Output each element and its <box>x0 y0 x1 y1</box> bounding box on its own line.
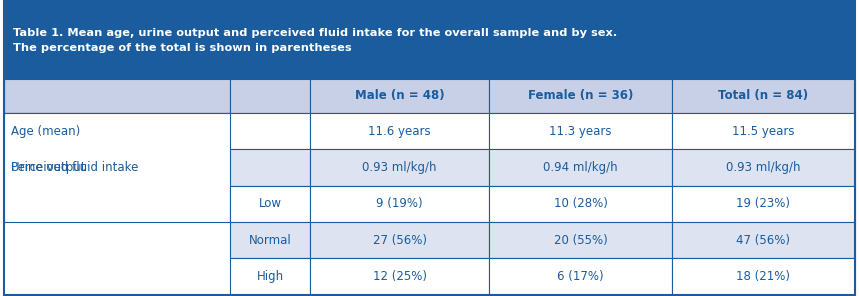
Bar <box>489 222 672 258</box>
Text: 47 (56%): 47 (56%) <box>736 234 790 247</box>
Bar <box>4 1 855 79</box>
Text: 9 (19%): 9 (19%) <box>376 197 423 210</box>
Bar <box>4 113 229 222</box>
Text: 11.3 years: 11.3 years <box>549 125 612 138</box>
Text: Female (n = 36): Female (n = 36) <box>527 89 633 102</box>
Bar <box>489 186 672 222</box>
Bar <box>672 113 855 149</box>
Text: 11.5 years: 11.5 years <box>732 125 795 138</box>
Text: Low: Low <box>259 197 282 210</box>
Text: 0.94 ml/kg/h: 0.94 ml/kg/h <box>543 161 618 174</box>
Bar <box>310 186 489 222</box>
Text: Total (n = 84): Total (n = 84) <box>718 89 808 102</box>
Text: 0.93 ml/kg/h: 0.93 ml/kg/h <box>362 161 437 174</box>
Text: Perceived fluid intake: Perceived fluid intake <box>11 161 138 174</box>
Text: 20 (55%): 20 (55%) <box>553 234 607 247</box>
Text: 11.6 years: 11.6 years <box>369 125 431 138</box>
Bar <box>672 258 855 295</box>
Bar <box>4 113 310 149</box>
Bar <box>310 79 489 113</box>
Bar <box>489 79 672 113</box>
Bar <box>229 186 310 222</box>
Bar <box>4 79 229 113</box>
Bar <box>672 149 855 186</box>
Text: 10 (28%): 10 (28%) <box>553 197 607 210</box>
Bar <box>310 113 489 149</box>
Bar <box>489 113 672 149</box>
Bar <box>672 79 855 113</box>
Bar <box>489 149 672 186</box>
Bar <box>310 149 489 186</box>
Text: 6 (17%): 6 (17%) <box>557 270 604 283</box>
Bar <box>229 222 310 258</box>
Text: 12 (25%): 12 (25%) <box>373 270 427 283</box>
Text: 0.93 ml/kg/h: 0.93 ml/kg/h <box>726 161 801 174</box>
Text: Age (mean): Age (mean) <box>11 125 81 138</box>
Bar <box>672 186 855 222</box>
Bar <box>4 149 310 186</box>
Text: 27 (56%): 27 (56%) <box>373 234 427 247</box>
Bar <box>310 258 489 295</box>
Bar <box>229 258 310 295</box>
Text: Urine output: Urine output <box>11 161 86 174</box>
Text: Table 1. Mean age, urine output and perceived fluid intake for the overall sampl: Table 1. Mean age, urine output and perc… <box>13 28 617 52</box>
Text: High: High <box>257 270 283 283</box>
Bar <box>672 222 855 258</box>
Bar <box>229 79 310 113</box>
Bar <box>310 222 489 258</box>
Text: Normal: Normal <box>248 234 291 247</box>
Text: Male (n = 48): Male (n = 48) <box>355 89 445 102</box>
Text: 19 (23%): 19 (23%) <box>736 197 790 210</box>
Text: 18 (21%): 18 (21%) <box>736 270 790 283</box>
Bar <box>489 258 672 295</box>
